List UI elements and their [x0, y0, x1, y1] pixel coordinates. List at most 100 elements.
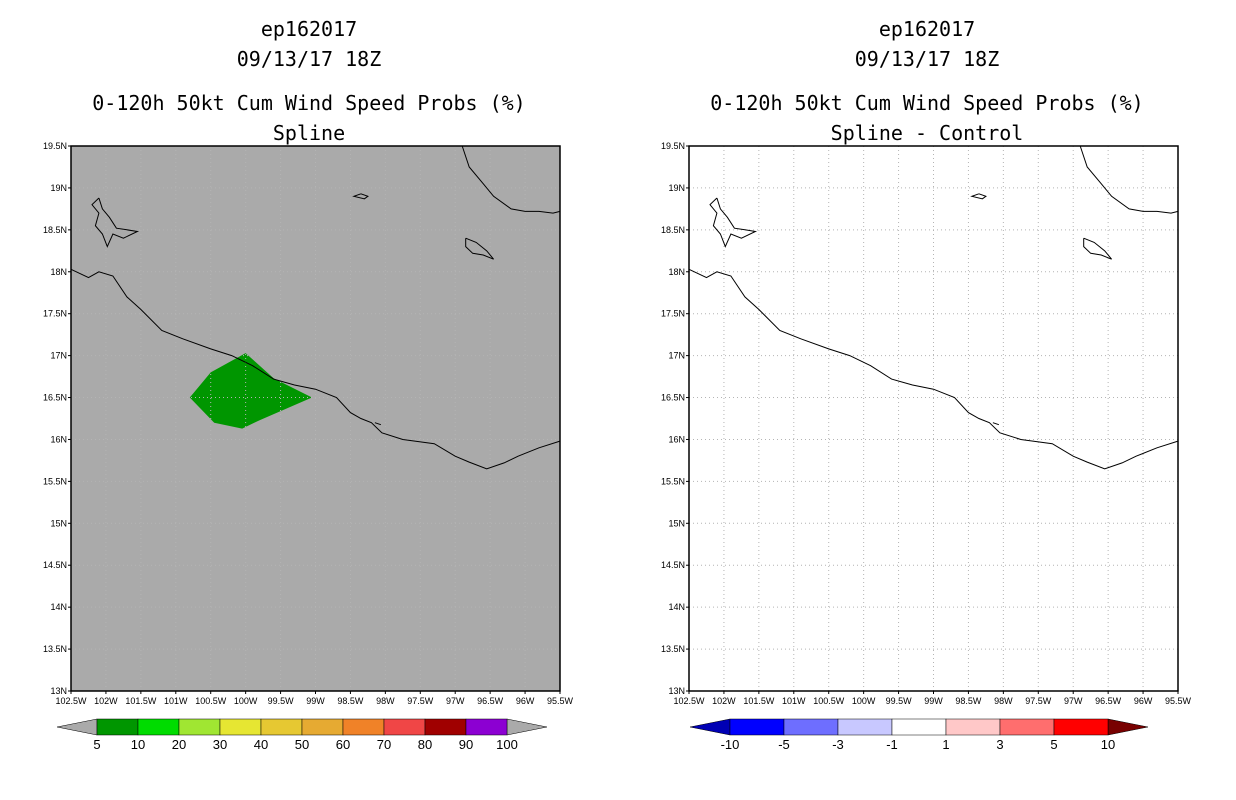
- lon-tick-label: 102W: [94, 696, 118, 706]
- colorbar-label: 20: [172, 737, 186, 752]
- colorbar-swatch: [783, 718, 839, 736]
- colorbar-swatch: [178, 718, 221, 736]
- lon-tick-label: 97W: [1064, 696, 1083, 706]
- lon-tick-label: 102W: [712, 696, 736, 706]
- colorbar-swatch: [837, 718, 893, 736]
- lat-tick-label: 15N: [50, 518, 67, 528]
- lon-tick-label: 96W: [1134, 696, 1153, 706]
- lat-tick-label: 16N: [668, 434, 685, 444]
- lat-tick-label: 14N: [668, 602, 685, 612]
- colorbar-swatch: [260, 718, 303, 736]
- right-title-line4: Spline - Control: [831, 121, 1024, 145]
- lon-tick-label: 100W: [852, 696, 876, 706]
- colorbar-label: 60: [336, 737, 350, 752]
- colorbar-label: 10: [1101, 737, 1115, 752]
- right-map-panel: 13N 13.5N 14N 14.5N 15N 15.5N 16N 16.5N 17N 17.5N…: [661, 141, 1192, 752]
- lon-tick-label: 99.5W: [268, 696, 295, 706]
- lon-tick-label: 97W: [446, 696, 465, 706]
- coast-detail: [992, 422, 1000, 426]
- colorbar-swatch: [137, 718, 180, 736]
- lon-tick-label: 97.5W: [1025, 696, 1052, 706]
- map-outline-2: [352, 193, 369, 200]
- lon-tick-label: 98W: [994, 696, 1013, 706]
- lon-tick-label: 100.5W: [813, 696, 845, 706]
- left-title-line1: ep162017: [261, 17, 357, 41]
- lat-tick-label: 15.5N: [43, 476, 67, 486]
- lat-tick-label: 14N: [50, 602, 67, 612]
- lat-tick-label: 19.5N: [43, 141, 67, 151]
- coastline: [70, 268, 561, 470]
- colorbar-label: 100: [496, 737, 518, 752]
- colorbar-label: -1: [886, 737, 898, 752]
- lon-tick-label: 98W: [376, 696, 395, 706]
- map-outline-0: [1079, 145, 1179, 214]
- lat-tick-label: 13.5N: [661, 644, 685, 654]
- colorbar-label: 50: [295, 737, 309, 752]
- colorbar-label: 70: [377, 737, 391, 752]
- colorbar-label: 5: [1050, 737, 1057, 752]
- colorbar-label: 90: [459, 737, 473, 752]
- right-title-line3: 0-120h 50kt Cum Wind Speed Probs (%): [710, 91, 1143, 115]
- colorbar-swatch: [383, 718, 426, 736]
- lat-tick-label: 17.5N: [43, 309, 67, 319]
- colorbar-swatch: [424, 718, 467, 736]
- lat-tick-label: 14.5N: [43, 560, 67, 570]
- coastline: [688, 268, 1179, 470]
- lat-tick-label: 19.5N: [661, 141, 685, 151]
- probability-region-5-10: [189, 353, 312, 429]
- lon-tick-label: 101W: [164, 696, 188, 706]
- map-outline-0: [461, 145, 561, 214]
- lat-tick-label: 17.5N: [661, 309, 685, 319]
- colorbar-under-arrow: [689, 718, 731, 736]
- lat-tick-label: 13N: [668, 686, 685, 696]
- lon-tick-label: 100.5W: [195, 696, 227, 706]
- lat-tick-label: 13N: [50, 686, 67, 696]
- lat-tick-label: 19N: [668, 183, 685, 193]
- lat-tick-label: 19N: [50, 183, 67, 193]
- lat-tick-label: 17N: [668, 351, 685, 361]
- map-outline-3: [465, 237, 494, 260]
- gridlines: [689, 146, 1178, 691]
- lon-tick-label: 97.5W: [407, 696, 434, 706]
- map-outline-1: [709, 197, 758, 248]
- lon-tick-label: 102.5W: [55, 696, 87, 706]
- colorbar-label: 1: [942, 737, 949, 752]
- lat-tick-label: 18.5N: [661, 225, 685, 235]
- colorbar-label: 30: [213, 737, 227, 752]
- lat-tick-label: 16.5N: [661, 393, 685, 403]
- colorbar-swatch: [1053, 718, 1109, 736]
- lon-tick-label: 98.5W: [955, 696, 982, 706]
- right-title-line2: 09/13/17 18Z: [855, 47, 1000, 71]
- left-title-line2: 09/13/17 18Z: [237, 47, 382, 71]
- lon-tick-label: 102.5W: [673, 696, 705, 706]
- lon-tick-label: 96W: [516, 696, 535, 706]
- gridlines: [71, 146, 560, 691]
- colorbar-label: -3: [832, 737, 844, 752]
- lon-tick-label: 95.5W: [1165, 696, 1192, 706]
- lat-tick-label: 15N: [668, 518, 685, 528]
- coast-detail: [374, 422, 382, 426]
- lat-tick-label: 18N: [50, 267, 67, 277]
- colorbar-swatch: [729, 718, 785, 736]
- colorbar-swatch: [219, 718, 262, 736]
- lon-tick-label: 98.5W: [337, 696, 364, 706]
- lat-tick-label: 15.5N: [661, 476, 685, 486]
- map-outline-3: [1083, 237, 1112, 260]
- lat-tick-label: 14.5N: [661, 560, 685, 570]
- colorbar-label: 5: [93, 737, 100, 752]
- lon-tick-label: 100W: [234, 696, 258, 706]
- left-title-line4: Spline: [273, 121, 345, 145]
- colorbar-swatch: [342, 718, 385, 736]
- lon-tick-label: 101.5W: [743, 696, 775, 706]
- colorbar-label: -10: [721, 737, 740, 752]
- lon-tick-label: 95.5W: [547, 696, 574, 706]
- lon-tick-label: 99W: [924, 696, 943, 706]
- colorbar: -10 -5 -3 -1 1 3 5 10: [689, 718, 1149, 752]
- colorbar-swatch: [96, 718, 139, 736]
- lat-tick-label: 18N: [668, 267, 685, 277]
- map-outline-2: [970, 193, 987, 200]
- colorbar-over-arrow: [506, 718, 548, 736]
- colorbar-swatch: [945, 718, 1001, 736]
- colorbar-swatch: [891, 718, 947, 736]
